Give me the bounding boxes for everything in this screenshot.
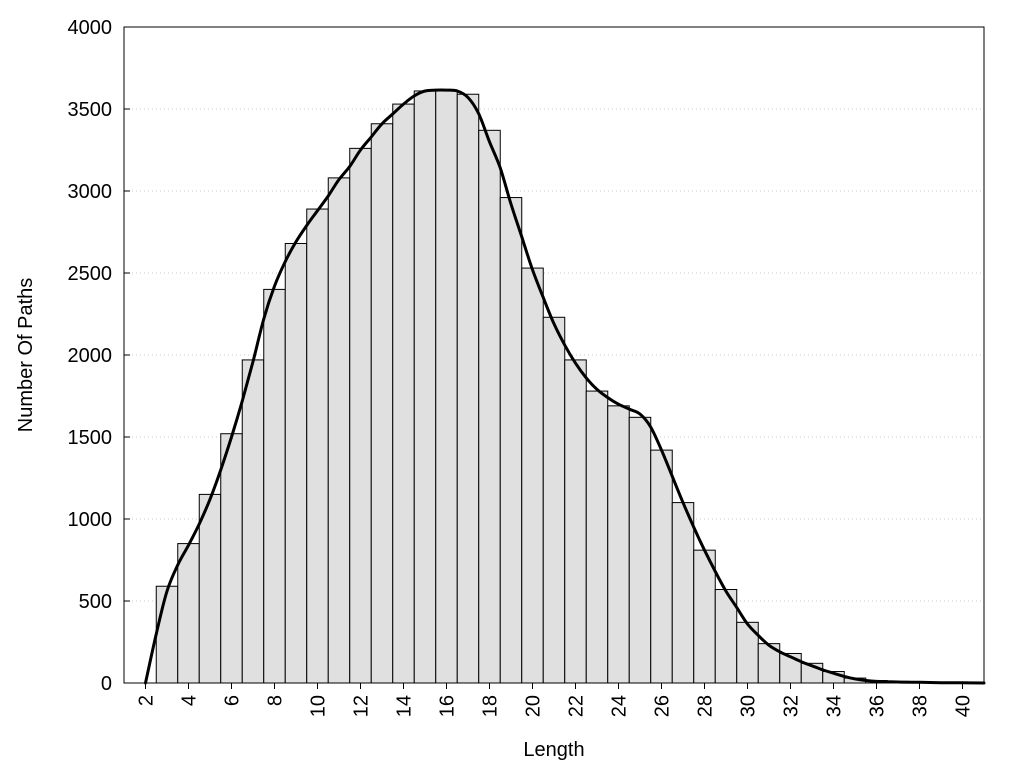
x-tick-label: 10 [308, 695, 330, 717]
x-tick-label: 8 [265, 695, 287, 706]
bar-length-19 [499, 197, 523, 684]
x-axis-ticks: 2 4 6 8 10 12 14 16 18 20 22 24 26 28 30 32 34 36 38 40 [136, 683, 975, 717]
x-tick-label: 26 [652, 695, 674, 717]
y-axis-label: Number Of Paths [15, 278, 37, 433]
bar-length-22 [564, 359, 587, 684]
x-tick-label: 40 [953, 695, 975, 717]
x-tick-label: 18 [480, 695, 502, 717]
x-tick-label: 4 [179, 695, 201, 706]
bar-length-17 [456, 93, 480, 684]
bar-length-25 [628, 416, 652, 684]
y-tick-label: 1500 [68, 427, 113, 449]
bar-length-8 [263, 288, 286, 684]
x-tick-label: 22 [566, 695, 588, 717]
grid-lines [124, 108, 984, 602]
x-tick-label: 24 [609, 695, 631, 717]
y-tick-label: 3500 [68, 99, 113, 121]
x-tick-label: 30 [738, 695, 760, 717]
y-tick-label: 2000 [68, 345, 113, 367]
bar-length-10 [306, 208, 329, 684]
x-tick-label: 6 [222, 695, 244, 706]
bar-length-13 [370, 123, 394, 684]
y-tick-label: 2500 [68, 263, 113, 285]
y-tick-label: 4000 [68, 17, 113, 39]
bar-length-23 [585, 390, 609, 684]
bar-length-24 [607, 405, 630, 684]
bar-length-21 [542, 316, 566, 684]
y-tick-label: 1000 [68, 509, 113, 531]
x-tick-label: 12 [351, 695, 373, 717]
x-tick-label: 32 [781, 695, 803, 717]
bar-length-16 [435, 90, 458, 684]
y-axis-ticks: 0 500 1000 1500 2000 2500 3000 3500 4000 [68, 17, 130, 695]
bar-length-20 [521, 267, 544, 684]
bar-length-15 [413, 90, 437, 684]
x-tick-label: 36 [867, 695, 889, 717]
y-tick-label: 500 [79, 591, 112, 613]
density-curve [144, 88, 986, 685]
x-tick-label: 34 [824, 695, 846, 717]
bar-length-11 [327, 177, 351, 684]
x-tick-label: 38 [910, 695, 932, 717]
bar-length-6 [220, 433, 243, 684]
bar-length-9 [284, 242, 308, 684]
bar-length-3 [155, 585, 179, 684]
x-axis-label: Length [523, 739, 584, 761]
bar-length-4 [177, 543, 200, 684]
bar-length-27 [671, 502, 695, 684]
bar-length-7 [241, 359, 265, 684]
bar-length-5 [198, 493, 222, 684]
bar-length-14 [392, 103, 415, 684]
bar-length-12 [349, 147, 372, 684]
y-tick-label: 0 [101, 673, 112, 695]
bar-length-26 [650, 449, 673, 684]
x-tick-label: 14 [394, 695, 416, 717]
x-tick-label: 20 [523, 695, 545, 717]
bar-length-18 [478, 129, 501, 684]
x-tick-label: 28 [695, 695, 717, 717]
x-tick-label: 2 [136, 695, 158, 706]
x-tick-label: 16 [437, 695, 459, 717]
bar-length-28 [693, 549, 716, 684]
y-tick-label: 3000 [68, 181, 113, 203]
